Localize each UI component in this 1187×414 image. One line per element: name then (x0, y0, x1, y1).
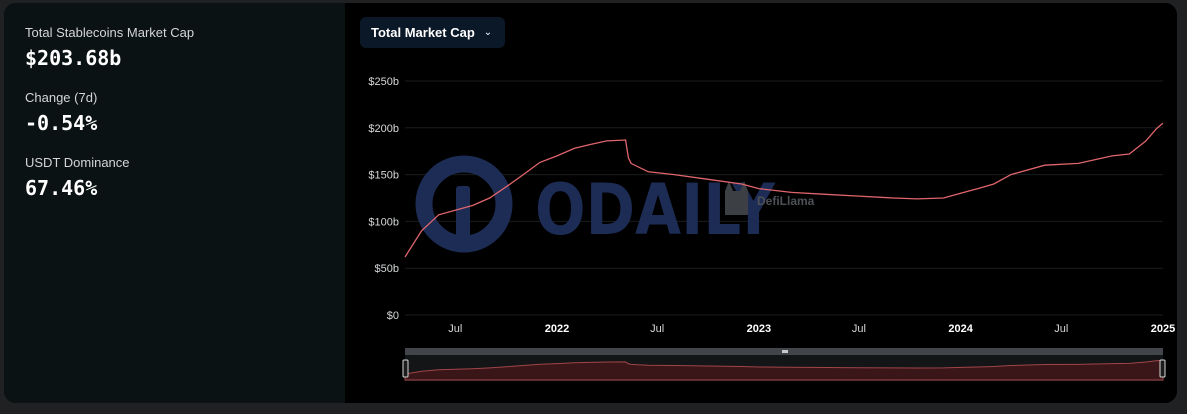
range-brush[interactable] (402, 348, 1166, 381)
total-market-cap-stat: Total Stablecoins Market Cap $203.68b (25, 25, 194, 70)
dropdown-label: Total Market Cap (371, 25, 475, 40)
brush-preview (404, 359, 1164, 381)
x-tick-label: 2025 (1151, 323, 1175, 335)
stat-value: -0.54% (25, 111, 98, 135)
usdt-dominance-stat: USDT Dominance 67.46% (25, 155, 130, 200)
brush-grip-icon (782, 350, 788, 353)
change-7d-stat: Change (7d) -0.54% (25, 90, 97, 135)
stat-value: 67.46% (25, 176, 98, 200)
stat-label: Total Stablecoins Market Cap (25, 25, 195, 40)
x-tick-label: 2024 (948, 323, 973, 335)
y-tick-label: $200b (368, 123, 399, 135)
x-tick-label: Jul (448, 323, 462, 335)
x-axis: Jul 2022 Jul 2023 Jul 2024 Jul 2025 (448, 323, 1175, 335)
stat-value: $203.68b (25, 46, 122, 70)
y-axis: $0 $50b $100b $150b $200b $250b (368, 76, 399, 322)
series-line (404, 122, 1164, 258)
llama-icon (725, 181, 748, 215)
brush-left-handle[interactable] (402, 359, 409, 378)
x-tick-label: 2023 (747, 323, 771, 335)
x-tick-label: Jul (852, 323, 866, 335)
metric-dropdown[interactable]: Total Market Cap ⌄ (360, 17, 505, 48)
stablecoins-card: Total Stablecoins Market Cap $203.68b Ch… (4, 3, 1177, 403)
y-tick-label: $0 (387, 310, 399, 322)
brush-right-handle[interactable] (1159, 359, 1166, 378)
stat-label: Change (7d) (25, 90, 98, 105)
x-tick-label: Jul (650, 323, 664, 335)
grid-lines (405, 80, 1163, 316)
x-tick-label: 2022 (545, 323, 569, 335)
defillama-text: DefiLlama (757, 194, 815, 208)
y-tick-label: $50b (375, 263, 399, 275)
odaily-logo-bar (456, 186, 470, 244)
y-tick-label: $100b (368, 216, 399, 228)
x-tick-label: Jul (1054, 323, 1068, 335)
chart-panel: Total Market Cap ⌄ ODAILY DefiLlama $0 $5… (345, 3, 1177, 403)
stat-label: USDT Dominance (25, 155, 130, 170)
y-tick-label: $250b (368, 76, 399, 88)
odaily-watermark: ODAILY (415, 155, 776, 253)
market-cap-chart: ODAILY DefiLlama $0 $50b $100b $150b $200b $2… (368, 76, 1175, 381)
stats-panel: Total Stablecoins Market Cap $203.68b Ch… (4, 3, 345, 403)
y-tick-label: $150b (368, 170, 399, 182)
chevron-down-icon: ⌄ (483, 27, 493, 38)
defillama-watermark: DefiLlama (725, 181, 815, 215)
